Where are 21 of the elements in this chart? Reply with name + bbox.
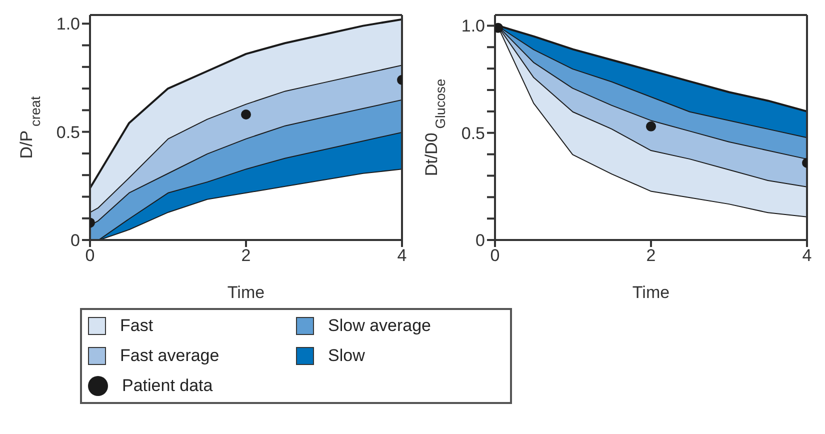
y-tick-label: 0.5: [461, 124, 485, 143]
x-tick-label: 0: [490, 246, 500, 266]
x-axis-title: Time: [632, 283, 670, 302]
point: [646, 121, 656, 132]
y-tick-label: 0.5: [56, 122, 80, 142]
x-axis-title: Time: [227, 283, 265, 302]
x-tick-label: 4: [397, 246, 407, 266]
y-tick-label: 0: [70, 231, 80, 250]
x-tick-label: 4: [802, 246, 812, 266]
y-tick-label: 0: [476, 231, 485, 250]
legend-label: Slow average: [328, 316, 432, 336]
legend-label: Fast average: [120, 346, 220, 366]
x-tick-label: 2: [646, 246, 656, 266]
y-tick-label: 1.0: [461, 16, 485, 36]
y-tick-label: 1.0: [56, 14, 80, 34]
x-tick-label: 2: [241, 246, 251, 266]
legend-label: Slow: [328, 346, 365, 366]
x-tick-label: 0: [85, 246, 95, 266]
point: [495, 22, 504, 33]
legend-label: Fast: [120, 316, 154, 336]
legend-label: Patient data: [122, 376, 213, 396]
